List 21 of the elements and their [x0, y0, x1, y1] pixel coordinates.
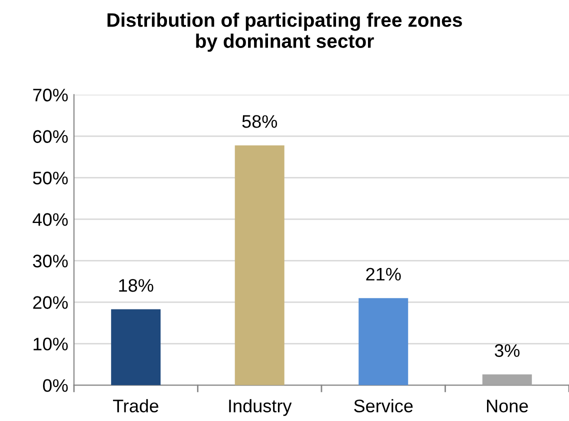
- data-label: 3%: [494, 344, 520, 357]
- data-label: 58%: [242, 115, 278, 128]
- x-tick-label: Industry: [229, 399, 292, 416]
- y-tick-label: 20%: [33, 296, 68, 309]
- chart-title: Distribution of participating free zones by dominant sector: [108, 12, 462, 52]
- data-label: 21%: [366, 268, 401, 281]
- y-tick-label: 40%: [32, 213, 68, 226]
- x-tick-label: None: [487, 400, 528, 412]
- y-tick-label: 70%: [33, 88, 68, 102]
- x-tick-label: Trade: [113, 399, 158, 412]
- y-tick-label: 0%: [43, 379, 68, 392]
- bar: [111, 309, 161, 386]
- y-tick-label: 50%: [33, 172, 68, 184]
- bar: [358, 298, 408, 386]
- bar: [234, 145, 284, 386]
- bar: [482, 374, 532, 386]
- y-tick-label: 30%: [32, 254, 68, 268]
- y-tick-label: 60%: [33, 130, 68, 143]
- data-label: 18%: [119, 279, 154, 292]
- y-tick-label: 10%: [34, 338, 68, 350]
- x-tick-label: Service: [354, 399, 413, 412]
